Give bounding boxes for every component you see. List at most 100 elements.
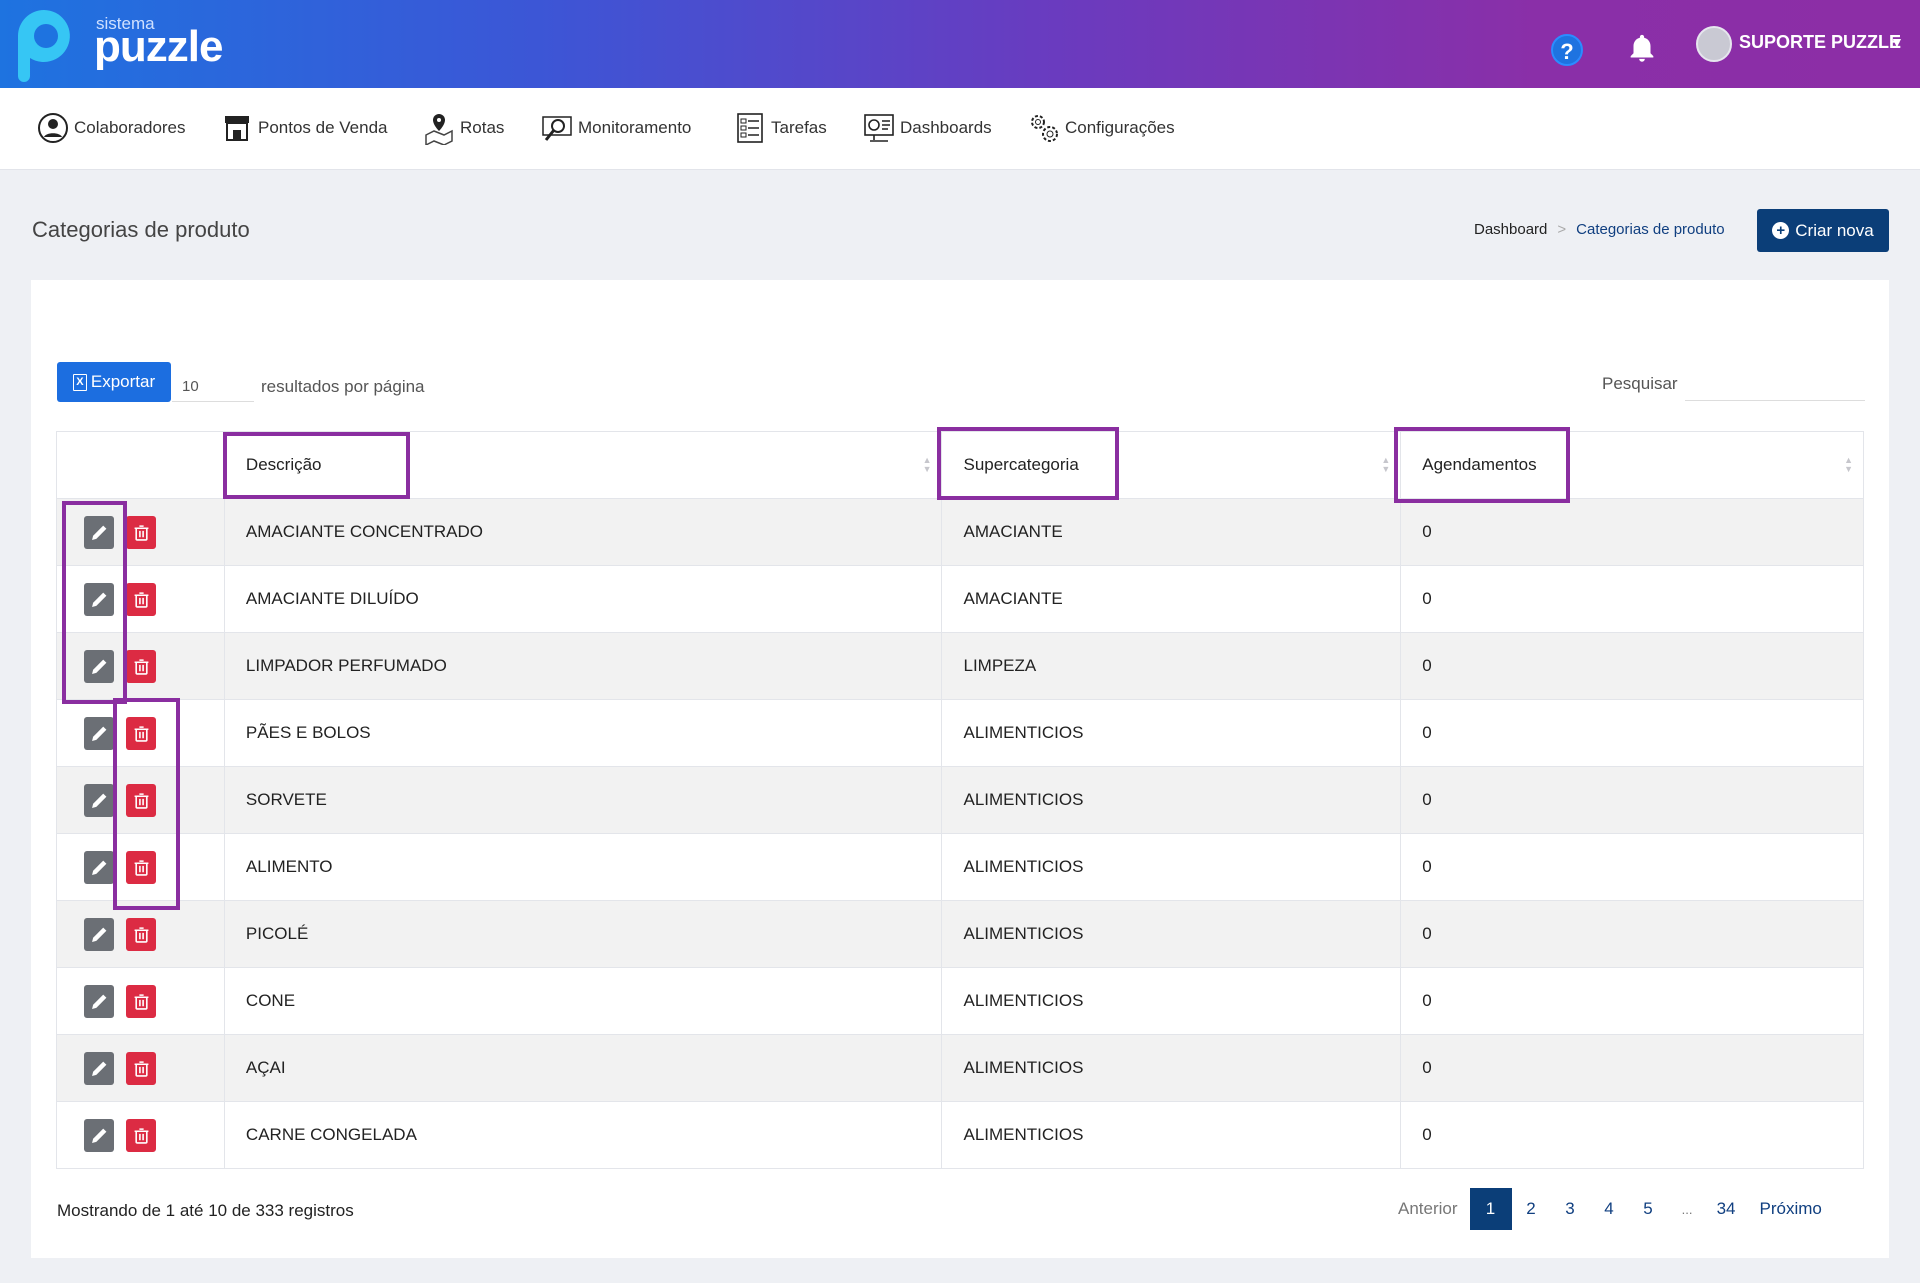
trash-icon [133,926,150,943]
edit-button[interactable] [84,649,114,683]
row-actions [57,901,225,968]
pagination-page[interactable]: 5 [1643,1199,1653,1218]
cell-supercategoria: ALIMENTICIOS [941,900,1401,968]
per-page-select[interactable]: 10 [172,370,254,402]
table-header-row: Descrição ▲ ▼ Supercategoria ▲ ▼ Agendamento… [57,431,1864,499]
pencil-icon [91,993,108,1010]
delete-button[interactable] [126,850,156,884]
logo[interactable]: sistema puzzle [14,4,234,84]
sort-icon[interactable]: ▲ ▼ [1381,455,1391,474]
pencil-icon [91,1060,108,1077]
per-page-label: resultados por página [261,377,425,396]
pencil-icon [91,792,108,809]
create-new-label: Criar nova [1795,220,1874,240]
pencil-icon [91,859,108,876]
nav-label: Monitoramento [578,118,692,137]
actions-column-header [57,432,225,499]
edit-button[interactable] [84,917,114,951]
cell-supercategoria: ALIMENTICIOS [941,833,1401,901]
trash-icon [133,658,150,675]
sort-icon[interactable]: ▲ ▼ [922,455,932,474]
chevron-down-icon[interactable]: ▼ [1890,34,1904,50]
row-actions [57,633,225,700]
delete-button[interactable] [126,1051,156,1085]
pagination-page[interactable]: 1 [1469,1188,1512,1230]
edit-button[interactable] [84,783,114,817]
pagination-prev[interactable]: Anterior [1398,1199,1458,1218]
delete-button[interactable] [126,649,156,683]
nav-item-pontos-de-venda[interactable]: Pontos de Venda [220,108,388,148]
table-row: PICOLÉ ALIMENTICIOS 0 [56,900,1864,968]
export-button[interactable]: X Exportar [57,362,171,402]
cell-descricao: ALIMENTO [223,833,942,901]
edit-button[interactable] [84,984,114,1018]
map-pin-icon [425,114,453,145]
pagination-page[interactable]: 4 [1604,1199,1614,1218]
edit-button[interactable] [84,716,114,750]
column-header-agendamentos[interactable]: Agendamentos ▲ ▼ [1400,431,1864,499]
cell-descricao: PÃES E BOLOS [223,699,942,767]
highlight-box [1394,427,1570,503]
edit-button[interactable] [84,850,114,884]
pagination-next[interactable]: Próximo [1759,1199,1822,1218]
avatar[interactable] [1696,26,1732,62]
trash-icon [133,859,150,876]
edit-button[interactable] [84,582,114,616]
store-icon [225,116,249,141]
pagination-page[interactable]: 34 [1716,1199,1736,1218]
pagination-page[interactable]: 2 [1526,1199,1536,1218]
breadcrumb-home[interactable]: Dashboard [1474,221,1548,238]
breadcrumb-current[interactable]: Categorias de produto [1576,221,1725,238]
column-header-descricao[interactable]: Descrição ▲ ▼ [223,431,942,499]
edit-button[interactable] [84,515,114,549]
table-row: ALIMENTO ALIMENTICIOS 0 [56,833,1864,901]
excel-icon: X [72,373,87,391]
nav-label: Rotas [460,118,505,137]
delete-button[interactable] [126,582,156,616]
row-actions [57,700,225,767]
create-new-button[interactable]: + Criar nova [1757,209,1889,252]
table-row: PÃES E BOLOS ALIMENTICIOS 0 [56,699,1864,767]
delete-button[interactable] [126,515,156,549]
cell-supercategoria: AMACIANTE [941,565,1401,633]
nav-item-dashboards[interactable]: Dashboards [862,108,992,148]
delete-button[interactable] [126,984,156,1018]
cell-descricao: AÇAI [223,1034,942,1102]
delete-button[interactable] [126,783,156,817]
cell-supercategoria: LIMPEZA [941,632,1401,700]
top-header: sistema puzzle ? SUPORTE PUZZLE ▼ [0,0,1920,88]
edit-button[interactable] [84,1118,114,1152]
nav-label: Dashboards [900,118,992,137]
cell-agendamentos: 0 [1400,967,1864,1035]
sort-icon[interactable]: ▲ ▼ [1844,455,1853,474]
row-actions [57,834,225,901]
monitor-search-icon [542,116,572,141]
puzzle-logo-icon [18,10,70,82]
bell-icon[interactable] [1625,32,1659,66]
delete-button[interactable] [126,917,156,951]
nav-item-tarefas[interactable]: Tarefas [733,108,827,148]
help-icon[interactable]: ? [1551,34,1583,66]
cell-descricao: AMACIANTE DILUÍDO [223,565,942,633]
nav-item-rotas[interactable]: Rotas [422,108,504,148]
edit-button[interactable] [84,1051,114,1085]
search-input[interactable] [1685,366,1865,401]
column-label: Supercategoria [963,455,1079,474]
cell-agendamentos: 0 [1400,766,1864,834]
nav-label: Colaboradores [74,118,186,137]
user-name[interactable]: SUPORTE PUZZLE [1739,32,1902,52]
nav-item-monitoramento[interactable]: Monitoramento [540,108,691,148]
nav-label: Configurações [1065,118,1175,137]
delete-button[interactable] [126,1118,156,1152]
user-circle-icon [38,113,68,143]
table-row: LIMPADOR PERFUMADO LIMPEZA 0 [56,632,1864,700]
nav-item-configuracoes[interactable]: Configurações [1027,108,1175,148]
search-label: Pesquisar [1602,374,1678,393]
delete-button[interactable] [126,716,156,750]
nav-item-colaboradores[interactable]: Colaboradores [36,108,186,148]
row-actions [57,1035,225,1102]
cell-agendamentos: 0 [1400,699,1864,767]
pagination-page[interactable]: 3 [1565,1199,1575,1218]
column-header-supercategoria[interactable]: Supercategoria ▲ ▼ [941,431,1401,499]
pencil-icon [91,591,108,608]
